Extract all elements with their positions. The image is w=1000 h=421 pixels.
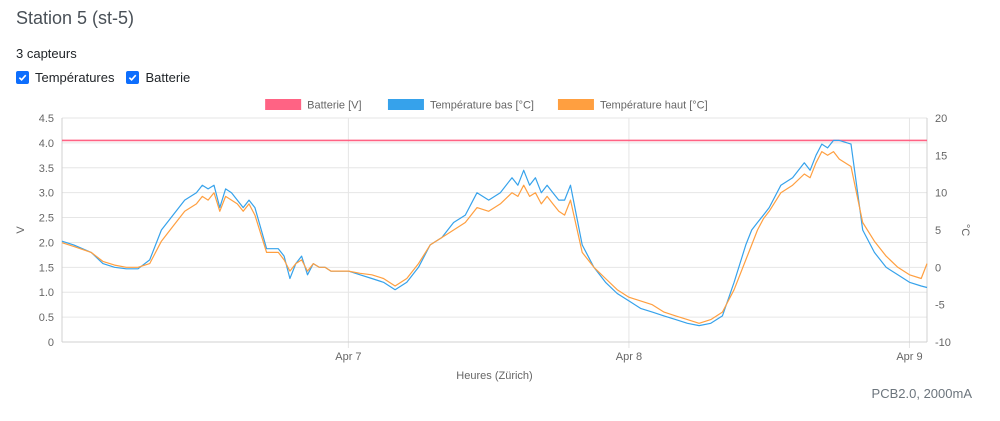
x-tick-label: Apr 7: [335, 351, 361, 363]
x-axis-title: Heures (Zürich): [456, 370, 532, 382]
y-left-tick-label: 3.5: [39, 163, 54, 175]
series-line-2: [61, 150, 928, 324]
y-left-tick-label: 2.5: [39, 213, 54, 225]
legend-swatch: [387, 99, 424, 110]
y-left-tick-label: 0.5: [39, 312, 54, 324]
legend-item-2[interactable]: Température haut [°C]: [557, 99, 708, 112]
y-axis-right-title: °C: [959, 224, 971, 236]
y-left-tick-label: 0: [48, 337, 54, 349]
y-left-tick-label: 3.0: [39, 188, 54, 200]
checkbox-battery[interactable]: [126, 71, 140, 84]
page-title: Station 5 (st-5): [16, 8, 135, 28]
y-right-tick-label: -10: [935, 337, 951, 349]
y-right-tick-label: 0: [935, 262, 941, 274]
chart-axes: 0 0.5 1.0 1.5 2.0 2.5 3.0 3.5 4.0 4.5 -10 -5 0 5 10 15 2…: [39, 113, 951, 363]
y-right-tick-label: -5: [935, 300, 945, 312]
device-info: PCB2.0, 2000mA: [871, 386, 972, 401]
legend-swatch: [265, 99, 302, 110]
legend-label: Batterie [V]: [307, 100, 361, 112]
y-right-tick-label: 20: [935, 113, 947, 125]
sensor-count: 3 capteurs: [16, 46, 77, 61]
filter-temperatures[interactable]: Températures: [16, 70, 114, 85]
y-left-tick-label: 1.5: [39, 262, 54, 274]
filter-temperatures-label: Températures: [35, 70, 115, 85]
y-right-tick-label: 5: [935, 225, 941, 237]
checkbox-temperatures[interactable]: [16, 71, 29, 84]
x-tick-label: Apr 8: [616, 351, 642, 363]
legend-item-1[interactable]: Température bas [°C]: [387, 99, 534, 112]
y-axis-left-title: V: [15, 226, 27, 234]
check-icon: [18, 74, 27, 82]
legend-swatch: [557, 99, 594, 110]
series-line-1: [61, 139, 928, 327]
x-tick-label: Apr 9: [896, 351, 922, 363]
filter-battery-label: Batterie: [145, 70, 191, 85]
legend-item-0[interactable]: Batterie [V]: [265, 99, 362, 112]
y-right-tick-label: 15: [935, 150, 947, 162]
check-icon: [129, 74, 137, 82]
filter-battery[interactable]: Batterie: [126, 70, 190, 85]
y-left-tick-label: 4.0: [39, 138, 54, 150]
legend-label: Température haut [°C]: [600, 100, 708, 112]
sensor-chart: 0 0.5 1.0 1.5 2.0 2.5 3.0 3.5 4.0 4.5 -10 -5 0 5 10 15 2…: [15, 99, 971, 382]
chart-legend[interactable]: Batterie [V] Température bas [°C] Températ…: [265, 99, 708, 112]
y-left-tick-label: 1.0: [39, 287, 54, 299]
legend-label: Température bas [°C]: [430, 100, 534, 112]
chart-grid: [62, 117, 927, 348]
y-left-tick-label: 4.5: [39, 113, 54, 125]
y-left-tick-label: 2.0: [39, 237, 54, 249]
series-filters: Températures Batterie: [16, 70, 202, 85]
y-right-tick-label: 10: [935, 188, 947, 200]
chart-series: [61, 139, 928, 327]
